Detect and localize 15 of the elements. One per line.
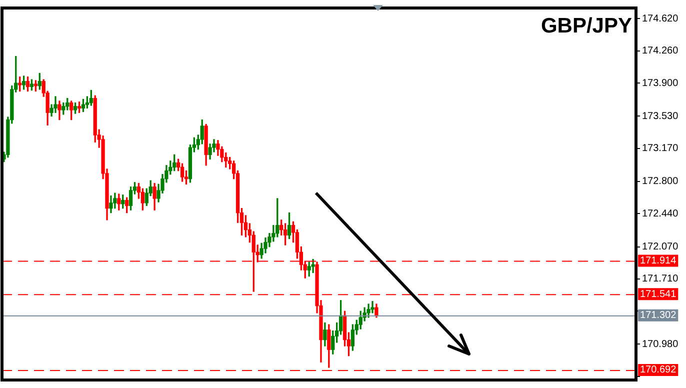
y-tick-label: 173.900	[642, 78, 679, 89]
ref-line-label: 171.541	[640, 288, 677, 300]
chart-title: GBP/JPY	[540, 14, 632, 38]
y-tick-label: 172.440	[642, 208, 679, 220]
y-tick-label: 171.710	[642, 274, 679, 285]
y-tick-label: 174.620	[642, 13, 679, 24]
y-tick-label: 172.800	[642, 176, 679, 188]
ref-line-label: 171.302	[640, 310, 677, 322]
y-tick-label: 172.070	[642, 242, 679, 253]
ref-line-label: 170.692	[640, 364, 677, 376]
y-tick-label: 174.260	[642, 46, 679, 57]
ref-line-label: 171.914	[640, 255, 677, 266]
y-tick-label: 170.980	[642, 338, 679, 350]
y-tick-label: 173.530	[642, 110, 679, 122]
y-tick-label: 173.170	[642, 143, 679, 154]
